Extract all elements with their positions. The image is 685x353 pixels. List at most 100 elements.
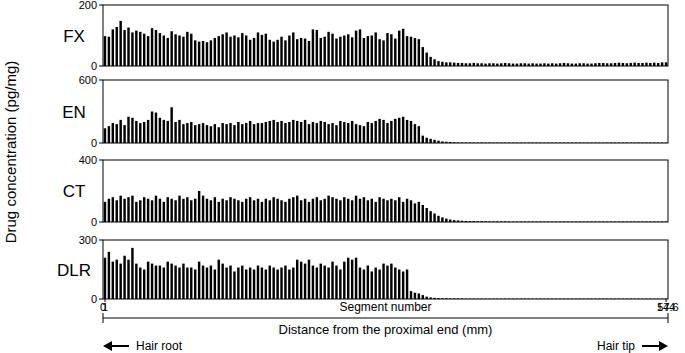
- bar: [288, 199, 290, 222]
- y-tick-label: 0: [91, 216, 97, 228]
- bar: [410, 121, 412, 143]
- bar: [245, 123, 247, 143]
- bar: [312, 199, 314, 222]
- y-tick: [99, 240, 103, 241]
- bar: [371, 36, 373, 67]
- bar: [218, 36, 220, 66]
- bar: [225, 200, 227, 222]
- bar: [123, 256, 125, 299]
- bar: [272, 42, 274, 66]
- bar: [272, 197, 274, 222]
- bar: [378, 119, 380, 143]
- bar: [422, 47, 424, 66]
- bar: [245, 270, 247, 300]
- bar: [347, 199, 349, 222]
- bar: [151, 264, 153, 299]
- bar: [194, 270, 196, 300]
- bar: [139, 123, 141, 143]
- bar: [229, 37, 231, 66]
- bar: [155, 266, 157, 299]
- bar: [135, 121, 137, 143]
- bar: [339, 121, 341, 143]
- bar: [245, 199, 247, 222]
- bar: [155, 30, 157, 66]
- panel-title: CT: [63, 182, 86, 201]
- bar: [178, 120, 180, 143]
- bar: [406, 120, 408, 143]
- bar: [406, 199, 408, 222]
- bar: [308, 41, 310, 66]
- bar: [237, 122, 239, 143]
- bar: [143, 34, 145, 66]
- bar: [198, 124, 200, 143]
- bar: [327, 124, 329, 143]
- bar: [394, 39, 396, 66]
- y-tick-label: 0: [91, 137, 97, 149]
- bar: [331, 197, 333, 222]
- bar: [390, 121, 392, 143]
- bar: [265, 122, 267, 143]
- bar: [320, 200, 322, 222]
- bar: [210, 126, 212, 143]
- bar: [406, 36, 408, 66]
- bar: [229, 266, 231, 299]
- bar: [300, 122, 302, 143]
- bar: [186, 197, 188, 222]
- bar: [186, 268, 188, 299]
- bar: [418, 202, 420, 222]
- bar: [221, 264, 223, 299]
- bar: [367, 122, 369, 143]
- bar: [347, 123, 349, 143]
- bar: [367, 266, 369, 299]
- bar: [163, 120, 165, 143]
- bar: [221, 123, 223, 143]
- x2-tick: [103, 313, 104, 323]
- panel-title: EN: [62, 103, 86, 122]
- bar: [127, 260, 129, 299]
- bar: [151, 200, 153, 222]
- bar: [402, 117, 404, 143]
- bar: [159, 33, 161, 66]
- y-tick-label: 0: [91, 60, 97, 72]
- bar: [131, 32, 133, 66]
- bar: [241, 266, 243, 299]
- bar: [386, 200, 388, 222]
- bar: [143, 197, 145, 222]
- bar: [178, 196, 180, 222]
- bar: [237, 268, 239, 299]
- bar: [402, 202, 404, 222]
- bar: [371, 123, 373, 143]
- bar: [406, 270, 408, 300]
- bar: [170, 199, 172, 222]
- bar: [304, 199, 306, 222]
- bar: [296, 121, 298, 143]
- bar: [414, 124, 416, 143]
- bar: [127, 197, 129, 222]
- bar: [398, 118, 400, 143]
- bar: [245, 36, 247, 67]
- bar: [359, 125, 361, 143]
- bar: [190, 34, 192, 66]
- bar: [618, 63, 620, 66]
- bar: [272, 120, 274, 143]
- bar: [198, 262, 200, 299]
- bar: [170, 107, 172, 143]
- bar: [414, 38, 416, 66]
- bar: [300, 262, 302, 299]
- panel: 0200FXDrug concentration (pg/mg): [2, 0, 668, 243]
- bar: [123, 30, 125, 66]
- bar: [143, 122, 145, 143]
- arrow-head: [659, 341, 668, 351]
- bar: [139, 32, 141, 66]
- bar: [163, 268, 165, 299]
- bar: [178, 36, 180, 67]
- bar: [253, 124, 255, 143]
- bar: [418, 39, 420, 66]
- bar: [225, 268, 227, 299]
- bar: [119, 264, 121, 299]
- bar: [359, 29, 361, 66]
- bar: [190, 122, 192, 143]
- bar: [170, 31, 172, 66]
- bar: [410, 200, 412, 222]
- y-tick-label: 400: [79, 154, 97, 166]
